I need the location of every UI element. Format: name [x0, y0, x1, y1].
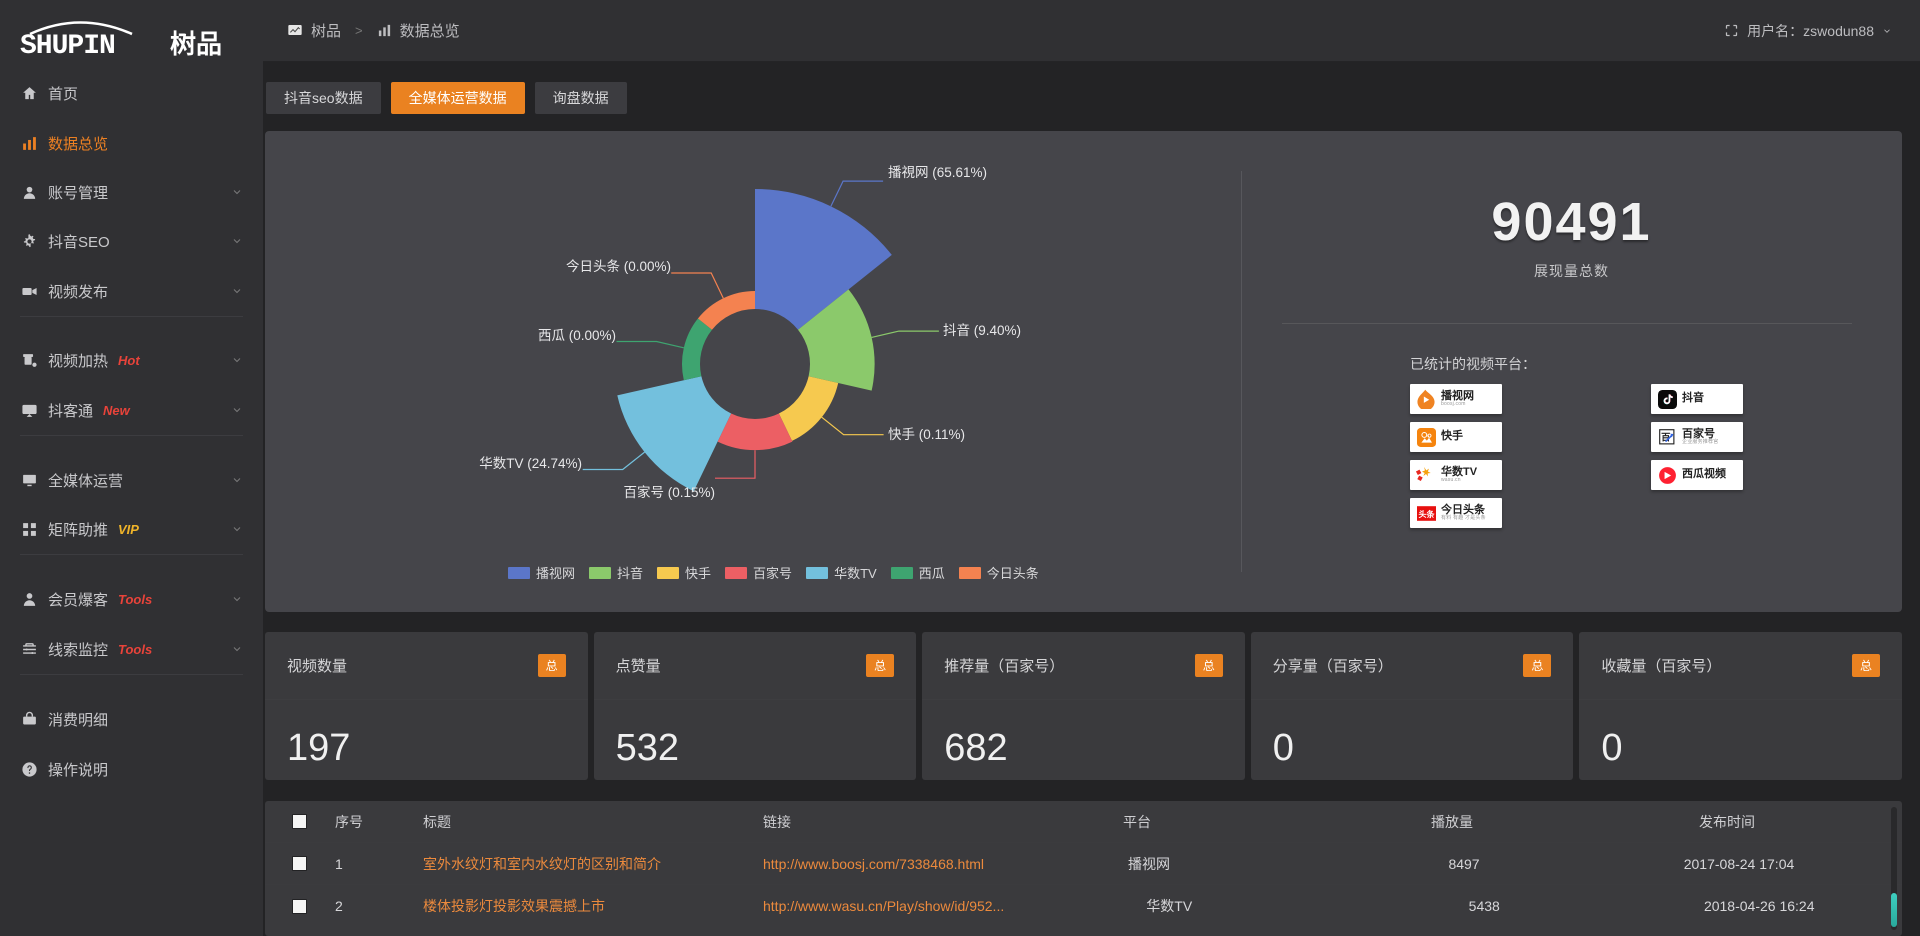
- svg-text:今日头条 (0.00%): 今日头条 (0.00%): [566, 258, 671, 274]
- svg-text:树品: 树品: [170, 29, 222, 59]
- svg-text:播視网 (65.61%): 播視网 (65.61%): [888, 165, 987, 180]
- svg-text:西瓜 (0.00%): 西瓜 (0.00%): [538, 328, 616, 343]
- svg-text:百家号 (0.15%): 百家号 (0.15%): [623, 484, 715, 500]
- svg-text:头条: 头条: [1418, 509, 1435, 519]
- svg-text:SHUPIN: SHUPIN: [20, 31, 115, 60]
- svg-text:快手 (0.11%): 快手 (0.11%): [888, 427, 965, 442]
- svg-text:抖音 (9.40%): 抖音 (9.40%): [943, 322, 1021, 338]
- svg-text:华数TV (24.74%): 华数TV (24.74%): [479, 456, 582, 471]
